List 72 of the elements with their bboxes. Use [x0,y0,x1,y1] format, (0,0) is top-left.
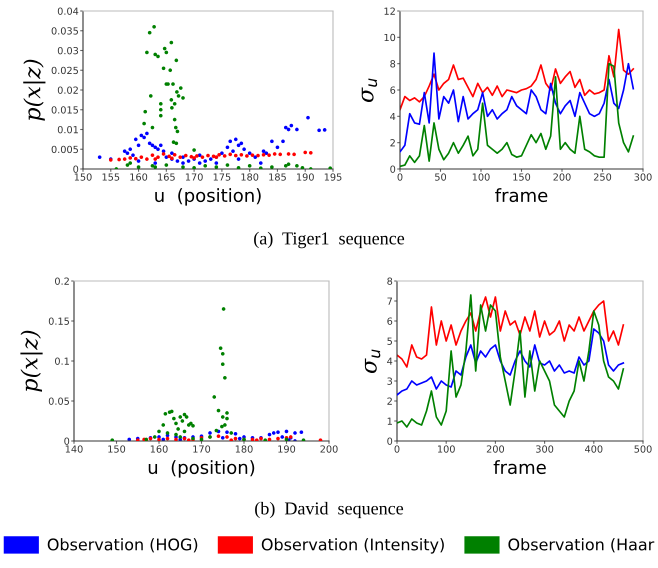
x-tick-label: 300 [634,173,652,181]
x-tick-label: 190 [278,445,296,453]
y-tick-label: 5 [387,338,392,345]
y-tick-label: 0.01 [58,126,78,134]
x-tick-label: 300 [536,445,554,453]
y-tick-label: 2 [390,139,395,146]
y-tick-label: 0.03 [58,46,78,54]
y-tick-label: 12 [384,7,395,15]
x-tick-label: 180 [236,445,253,453]
x-tick-label: 200 [553,173,571,181]
y-tick-label: 6 [390,86,396,94]
y-tick-label: 0.05 [48,397,69,405]
x-tick-label: 140 [66,445,83,453]
y-tick-label: 2 [387,397,392,405]
x-axis-title: u (position) [148,460,254,478]
text: (b) David sequence [255,502,404,518]
y-tick-label: 0 [387,437,392,445]
x-tick-label: 200 [486,445,504,453]
y-tick-label: 0.1 [55,357,69,365]
x-tick-label: 165 [158,173,175,181]
y-tick-label: 4 [390,112,396,120]
y-tick-label: 0.025 [52,66,78,74]
x-tick-label: 195 [324,173,342,181]
y-tick-label: 0 [64,437,70,445]
y-tick-label: 0.2 [55,277,69,285]
y-tick-label: 0.015 [52,106,78,114]
y-axis-title: p(x|z) [20,330,43,392]
x-tick-label: 500 [634,445,652,453]
y-tick-label: 10 [384,34,396,42]
y-tick-label: 0.005 [52,146,78,154]
x-tick-label: 250 [594,173,612,181]
y-tick-label: 1 [388,418,392,425]
y-tick-label: 8 [387,277,392,285]
x-tick-label: 185 [269,173,286,181]
y-tick-label: 6 [387,317,392,325]
y-tick-label: 0.15 [48,317,69,325]
y-tick-label: 4 [387,358,392,365]
x-tick-label: 180 [241,173,258,181]
y-tick-label: 0.02 [58,86,78,94]
y-axis-title: σ$_{u}$ [364,349,380,374]
y-tick-label: 0.04 [58,7,78,15]
y-axis-title: p(x|z) [23,60,46,121]
legend-label: Observation (Intensity) [262,538,444,554]
x-tick-label: 160 [130,173,148,181]
legend-label: Observation (Haar [508,538,654,552]
legend-label: Observation (HOG) [48,538,198,552]
y-tick-label: 3 [387,377,392,385]
x-tick-label: 100 [472,173,490,181]
x-axis-title: frame [495,188,548,202]
x-tick-label: 160 [150,445,168,453]
x-tick-label: 150 [108,445,126,453]
y-tick-label: 0.035 [52,27,78,35]
x-axis-title: frame [494,460,546,474]
x-tick-label: 150 [513,173,530,181]
x-tick-label: 170 [193,445,210,453]
x-tick-label: 170 [186,173,203,181]
x-axis-title: u (position) [155,188,261,206]
y-axis-title: σ$_{u}$ [362,78,378,102]
x-tick-label: 50 [435,173,446,181]
x-tick-label: 100 [438,445,455,453]
x-tick-label: 200 [320,445,338,453]
x-tick-label: 400 [584,445,602,453]
y-tick-label: 8 [390,60,396,68]
x-tick-label: 0 [398,173,402,181]
x-tick-label: 175 [214,173,230,181]
y-tick-label: 0 [390,165,396,173]
text: (a) Tiger1 sequence [254,232,404,248]
x-tick-label: 190 [297,173,314,181]
x-tick-label: 150 [74,173,92,181]
x-tick-label: 155 [102,173,120,181]
y-tick-label: 7 [387,298,392,305]
y-tick-label: 0 [73,165,78,173]
